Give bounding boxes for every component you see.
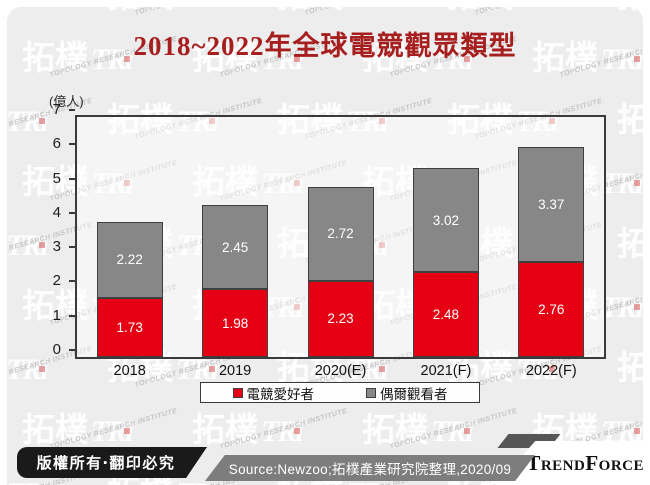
- y-tick-label-7: 7: [52, 101, 61, 118]
- bar-value-label: 2.72: [327, 226, 354, 242]
- y-tick-mark: [69, 246, 75, 249]
- y-tick-mark: [69, 349, 75, 351]
- trendforce-wordmark: TrendForce: [526, 450, 643, 475]
- bar-value-label: 1.98: [221, 315, 249, 331]
- bar-segment-occasional-2018: 2.22: [96, 221, 163, 298]
- y-tick-mark: [69, 211, 75, 214]
- y-tick-label-1: 1: [52, 306, 61, 324]
- x-axis-label-2021(F): 2021(F): [420, 363, 472, 379]
- copyright-ribbon: 版權所有‧翻印必究: [17, 447, 207, 478]
- bar-value-label: 2.76: [538, 302, 565, 318]
- y-tick-mark: [69, 314, 75, 317]
- x-axis-label-2019: 2019: [218, 363, 252, 379]
- x-axis-label-2022(F): 2022(F): [525, 363, 577, 379]
- y-tick-label-0: 0: [52, 341, 61, 358]
- y-tick-label-2: 2: [52, 272, 61, 290]
- y-tick-label-5: 5: [52, 169, 61, 187]
- bar-segment-occasional-2022(F): 3.37: [518, 146, 585, 263]
- y-tick-label-6: 6: [52, 135, 61, 153]
- y-axis-unit-label: (億人): [49, 94, 84, 109]
- bar-segment-enthusiast-2022(F): 2.76: [518, 262, 585, 357]
- source-ribbon: Source:Newzoo;拓樸產業研究院整理,2020/09: [205, 455, 535, 481]
- bar-segment-occasional-2019: 2.45: [202, 205, 269, 290]
- bar-segment-enthusiast-2021(F): 2.48: [412, 271, 479, 357]
- y-tick-mark: [69, 143, 75, 146]
- legend-item-1: 偶爾觀看者: [366, 383, 448, 403]
- bar-value-label: 2.48: [432, 306, 460, 322]
- bar-value-label: 1.73: [116, 319, 143, 335]
- bar-value-label: 2.45: [221, 239, 249, 255]
- legend-swatch: [232, 387, 243, 398]
- chart-title: 2018~2022年全球電競觀眾類型: [133, 31, 517, 61]
- chart-panel: 拓樸 TRi TOPOLOGY RESEARCH INSTITUTE 拓樸 TRi TOP…: [7, 7, 643, 485]
- bar-value-label: 3.02: [432, 212, 460, 228]
- legend-label: 偶爾觀看者: [380, 386, 448, 402]
- legend-item-0: 電競愛好者: [232, 383, 315, 403]
- bar-value-label: 2.22: [116, 252, 143, 268]
- x-axis-labels: 2018 2019 2020(E) 2021(F) 2022(F): [77, 363, 604, 381]
- y-tick-mark: [69, 280, 75, 283]
- legend-label: 電競愛好者: [246, 386, 315, 402]
- plot-area: 1.73 2.22 1.98 2.45 2.23 2.72 2.48 3.02 2.76 3.37: [75, 115, 606, 359]
- y-tick-mark: [69, 177, 75, 180]
- bar-segment-occasional-2020(E): 2.72: [307, 187, 374, 281]
- y-tick-mark: [69, 109, 75, 111]
- x-axis-label-2020(E): 2020(E): [314, 363, 367, 379]
- copyright-text: 版權所有‧翻印必究: [36, 455, 176, 472]
- bars-container: 1.73 2.22 1.98 2.45 2.23 2.72 2.48 3.02 2.76 3.37: [77, 117, 604, 357]
- bar-segment-enthusiast-2018: 1.73: [96, 297, 163, 357]
- legend: 電競愛好者 偶爾觀看者: [200, 382, 480, 403]
- y-axis: 0 1 2 3 4 5 6 7: [7, 7, 75, 485]
- legend-swatch: [366, 387, 376, 398]
- x-axis-label-2018: 2018: [113, 363, 146, 379]
- bar-segment-occasional-2021(F): 3.02: [412, 168, 479, 272]
- bar-value-label: 3.37: [538, 197, 565, 213]
- bar-segment-enthusiast-2019: 1.98: [202, 289, 269, 357]
- source-text: Source:Newzoo;拓樸產業研究院整理,2020/09: [228, 462, 512, 477]
- y-tick-label-4: 4: [52, 203, 61, 221]
- y-tick-label-3: 3: [52, 238, 61, 256]
- bar-segment-enthusiast-2020(E): 2.23: [307, 280, 374, 357]
- bar-value-label: 2.23: [327, 311, 354, 327]
